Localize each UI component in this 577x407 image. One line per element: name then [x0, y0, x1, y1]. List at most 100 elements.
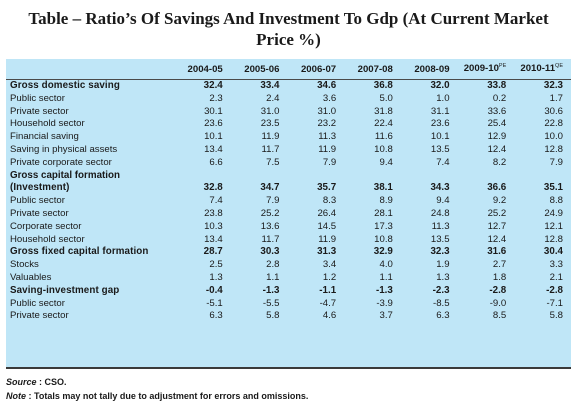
table-cell: 11.7 — [261, 143, 280, 155]
table-row: Household sector 23.6 23.5 23.2 22.4 23.6 25.4… — [6, 118, 571, 131]
column-header-text: 2006-07 — [300, 63, 337, 75]
table-cell: 6.3 — [209, 310, 223, 322]
table-cell: 5.8 — [549, 310, 563, 322]
savings-investment-table: 2004-05 2005-06 2006-07 2007-08 2008-09 2009-… — [6, 59, 571, 323]
table-cell: -9.0 — [489, 297, 507, 309]
table-cell: 6.6 — [209, 156, 223, 168]
table-cell: 1.1 — [266, 271, 280, 283]
table-cell: 22.4 — [374, 118, 393, 130]
table-cell: 4.6 — [322, 310, 337, 322]
table-title: Table – Ratio’s Of Savings And Investmen… — [0, 8, 577, 50]
table-cell: 34.6 — [317, 80, 337, 91]
table-cell: 25.2 — [260, 207, 280, 219]
table-cell — [458, 170, 515, 183]
row-label: Private sector — [10, 105, 69, 117]
table-cell — [344, 170, 401, 183]
table-cell: 8.9 — [379, 195, 393, 207]
table-cell: 31.0 — [260, 105, 280, 117]
row-label: Gross capital formation — [10, 169, 120, 181]
table-cell: 7.4 — [209, 195, 223, 207]
table-cell: 10.8 — [374, 143, 393, 155]
table-cell: 25.4 — [487, 118, 507, 130]
table-cell: 1.9 — [436, 259, 450, 271]
table-row: Household sector 13.4 11.7 11.9 10.8 13.5 12.4… — [6, 234, 571, 247]
table-cell: 36.6 — [487, 182, 507, 194]
column-header-label — [6, 59, 175, 80]
table-cell: 11.3 — [431, 220, 450, 232]
column-header-2010-11: 2010-11QE — [514, 59, 571, 80]
table-cell: -3.9 — [376, 297, 393, 309]
table-cell: 1.0 — [436, 92, 450, 104]
row-label: Public sector — [10, 195, 65, 207]
column-header-text: 2004-05 — [187, 63, 223, 75]
table-cell: 2.5 — [209, 259, 223, 271]
table-cell: 12.1 — [544, 220, 563, 232]
table-cell: 23.8 — [204, 207, 223, 219]
table-cell: 23.6 — [430, 118, 450, 130]
table-cell: 1.7 — [549, 92, 563, 104]
row-label: Gross fixed capital formation — [10, 246, 149, 258]
table-cell: 8.8 — [549, 195, 563, 207]
table-cell: 32.8 — [203, 182, 223, 194]
table-cell: 2.4 — [266, 92, 280, 104]
table-row: Financial saving 10.1 11.9 11.3 11.6 10.1 12.9… — [6, 131, 571, 144]
table-cell: 28.7 — [203, 246, 223, 258]
table-cell: 7.9 — [322, 156, 337, 168]
table-cell: 13.4 — [204, 143, 223, 155]
table-row: Private sector 6.3 5.8 4.6 3.7 6.3 8.5 5.8 — [6, 310, 571, 323]
table-cell: 10.1 — [204, 131, 223, 143]
table-cell: 31.1 — [430, 105, 450, 117]
column-header-2005-06: 2005-06 — [230, 59, 288, 80]
table-cell: 11.9 — [261, 131, 280, 143]
column-header-2008-09: 2008-09 — [400, 59, 458, 80]
table-cell: -2.3 — [432, 284, 450, 296]
table-row: Private sector 30.1 31.0 31.0 31.8 31.1 33.6 30… — [6, 106, 571, 119]
table-body: Gross domestic saving 32.4 33.4 34.6 36.8 32.… — [6, 80, 571, 324]
table-cell: -1.1 — [319, 284, 337, 296]
table-cell: 32.0 — [430, 80, 450, 91]
table-cell: -1.3 — [375, 284, 393, 296]
column-header-text: 2008-09 — [414, 63, 450, 75]
table-row: Public sector -5.1 -5.5 -4.7 -3.9 -8.5 -9.0 -7.… — [6, 298, 571, 311]
column-header-text: 2010-11 — [520, 63, 556, 75]
table-cell: 35.1 — [543, 182, 563, 194]
table-cell: 32.4 — [203, 80, 223, 91]
column-header-superscript: QE — [555, 63, 563, 70]
table-cell — [174, 170, 231, 183]
table-cell: 10.8 — [374, 233, 393, 245]
table-cell: 7.5 — [266, 156, 280, 168]
table-cell: 1.3 — [209, 271, 223, 283]
table-title-line-2: Price %) — [256, 30, 321, 49]
row-label: Saving in physical assets — [10, 143, 118, 155]
row-label: Stocks — [10, 259, 39, 271]
table-cell: 13.4 — [204, 233, 223, 245]
row-label: Private sector — [10, 310, 69, 322]
column-header-2004-05: 2004-05 — [174, 59, 231, 80]
table-cell: 12.8 — [544, 143, 563, 155]
table-cell — [231, 170, 288, 183]
table-cell: 17.3 — [374, 220, 393, 232]
source-note: Source : CSO. — [6, 377, 67, 387]
table-cell: 31.6 — [487, 246, 507, 258]
table-cell: 33.4 — [260, 80, 280, 91]
row-label: Private corporate sector — [10, 156, 112, 168]
source-text: : CSO. — [39, 377, 67, 387]
table-cell: 6.3 — [436, 310, 450, 322]
table-cell: -8.5 — [433, 297, 450, 309]
note-label: Note — [6, 391, 26, 401]
table-cell: 1.3 — [436, 271, 450, 283]
table-cell: 2.8 — [266, 259, 280, 271]
column-header-superscript: PE — [498, 63, 507, 70]
table-cell: 13.5 — [430, 143, 450, 155]
table-cell: 23.5 — [260, 118, 280, 130]
table-row: Saving in physical assets 13.4 11.7 11.9 10.… — [6, 144, 571, 157]
table-cell: 9.4 — [436, 195, 450, 207]
table-panel: 2004-05 2005-06 2006-07 2007-08 2008-09 2009-… — [6, 59, 571, 369]
table-cell: -5.5 — [262, 297, 280, 309]
table-cell: 11.9 — [318, 143, 337, 155]
table-cell: 30.3 — [260, 246, 280, 258]
table-cell: 2.7 — [492, 259, 507, 271]
table-cell: 14.5 — [317, 220, 337, 232]
table-cell: 26.4 — [317, 207, 337, 219]
table-row: Public sector 7.4 7.9 8.3 8.9 9.4 9.2 8.8 — [6, 195, 571, 208]
